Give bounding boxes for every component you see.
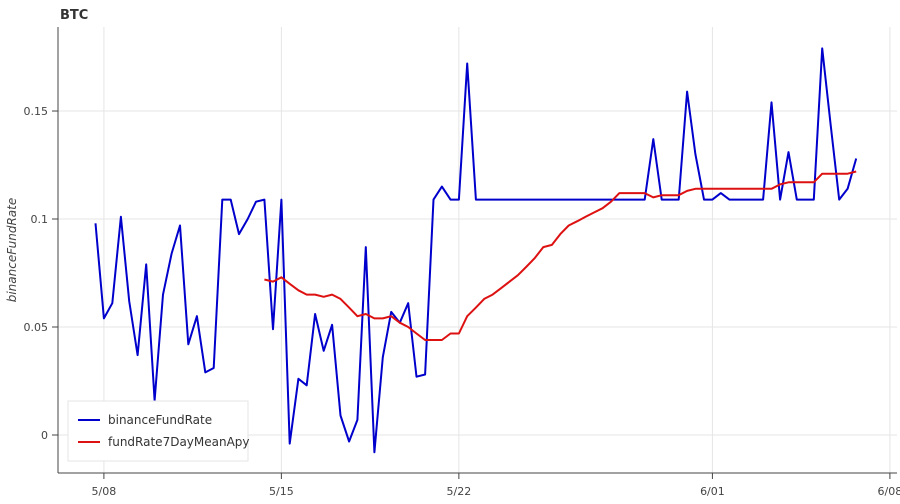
y-tick-label: 0.15 <box>24 105 49 118</box>
y-tick-label: 0.1 <box>31 213 49 226</box>
y-axis-label: binanceFundRate <box>5 198 19 303</box>
legend-box <box>67 400 249 462</box>
x-tick-label: 5/15 <box>269 485 294 498</box>
x-tick-label: 5/08 <box>92 485 117 498</box>
legend-label: fundRate7DayMeanApy <box>108 435 250 449</box>
x-tick-label: 6/08 <box>878 485 900 498</box>
y-tick-label: 0 <box>41 429 48 442</box>
x-tick-label: 5/22 <box>447 485 472 498</box>
series-line <box>94 47 858 454</box>
legend-label: binanceFundRate <box>108 413 212 427</box>
y-tick-label: 0.05 <box>24 321 49 334</box>
x-tick-label: 6/01 <box>700 485 725 498</box>
series-line <box>264 170 857 341</box>
chart-title: BTC <box>60 8 88 23</box>
